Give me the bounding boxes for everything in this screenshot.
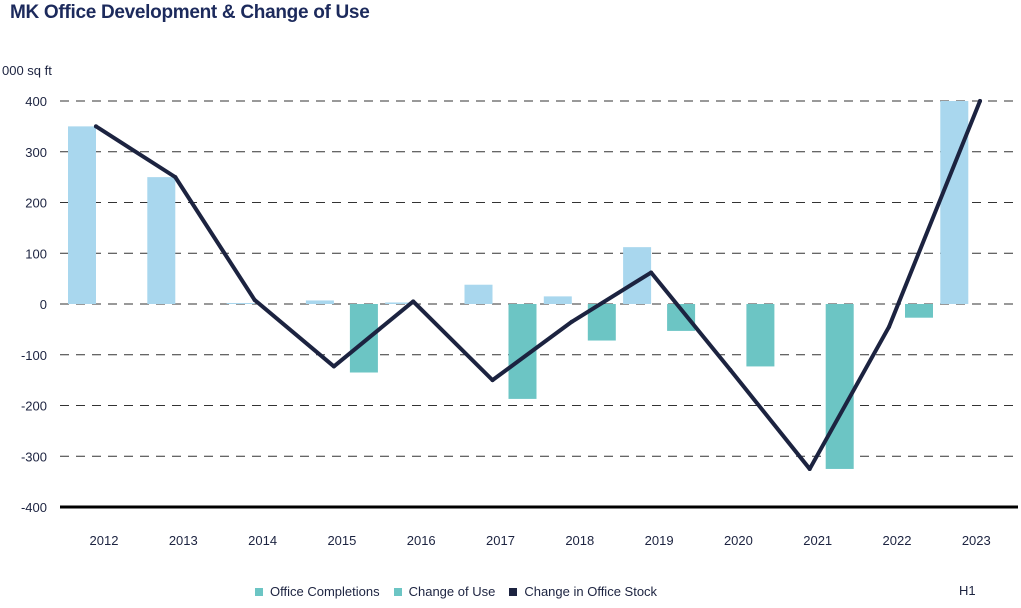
x-tick-label-2014: 2014 xyxy=(248,533,277,548)
x-tick-label-2023: 2023 xyxy=(962,533,991,548)
axes: 400 300 200 100 0 -100 -200 -300 -400 2012 2013 201… xyxy=(21,94,1018,548)
bar-change-of-use-2021 xyxy=(825,304,854,469)
legend-swatch-office-completions xyxy=(255,587,263,596)
point-change-in-office-stock-2021 xyxy=(807,466,812,471)
legend-swatch-change-in-office-stock xyxy=(509,587,518,596)
bar-office-completions-2014 xyxy=(226,302,255,304)
x-tick-label-2015: 2015 xyxy=(327,533,356,548)
legend-label-office-completions: Office Completions xyxy=(270,584,380,599)
bar-office-completions-2016 xyxy=(385,302,414,304)
h1-note: H1 xyxy=(959,583,976,598)
x-tick-label-2020: 2020 xyxy=(724,533,753,548)
point-change-in-office-stock-2017 xyxy=(490,378,495,383)
bar-office-completions-2013 xyxy=(147,177,176,304)
x-tick-label-2013: 2013 xyxy=(169,533,198,548)
point-change-in-office-stock-2013 xyxy=(173,175,178,180)
y-tick-label: -100 xyxy=(21,348,47,363)
legend-swatch-change-of-use xyxy=(393,587,402,596)
bar-change-of-use-2020 xyxy=(746,304,775,367)
legend-item-office-completions: Office Completions xyxy=(255,584,380,599)
x-tick-label-2016: 2016 xyxy=(407,533,436,548)
point-change-in-office-stock-2014 xyxy=(252,297,257,302)
point-change-in-office-stock-2015 xyxy=(331,364,336,369)
y-tick-label: 200 xyxy=(25,196,47,211)
bar-office-completions-2017 xyxy=(464,284,493,304)
bars xyxy=(68,101,969,469)
point-change-in-office-stock-2023 xyxy=(978,99,982,103)
x-tick-label-2022: 2022 xyxy=(883,533,912,548)
x-tick-label-2017: 2017 xyxy=(486,533,515,548)
x-tick-label-2021: 2021 xyxy=(803,533,832,548)
point-change-in-office-stock-2022 xyxy=(887,324,891,329)
x-tick-label-2019: 2019 xyxy=(645,533,674,548)
y-tick-label: 400 xyxy=(25,94,47,109)
point-change-in-office-stock-2018 xyxy=(569,319,574,324)
bar-office-completions-2018 xyxy=(543,296,572,304)
y-tick-label: -200 xyxy=(21,399,47,414)
chart-plot: 400 300 200 100 0 -100 -200 -300 -400 2012 2013 201… xyxy=(21,94,1018,548)
y-tick-label: -300 xyxy=(21,449,47,464)
y-tick-label: 100 xyxy=(25,246,47,261)
x-tick-label-2012: 2012 xyxy=(90,533,119,548)
legend-item-change-in-office-stock: Change in Office Stock xyxy=(509,584,657,599)
bar-office-completions-2023 xyxy=(940,101,969,304)
bar-change-of-use-2022 xyxy=(905,304,933,318)
legend: Office Completions Change of Use Change … xyxy=(255,584,671,599)
x-tick-label-2018: 2018 xyxy=(565,533,594,548)
stock-line-layer xyxy=(94,99,982,471)
bar-office-completions-2015 xyxy=(305,300,334,304)
legend-item-change-of-use: Change of Use xyxy=(393,584,496,599)
point-change-in-office-stock-2016 xyxy=(411,299,416,304)
gridlines xyxy=(60,100,1018,457)
bar-change-of-use-2015 xyxy=(349,304,378,373)
point-change-in-office-stock-2020 xyxy=(728,367,733,372)
chart-title: MK Office Development & Change of Use xyxy=(10,2,370,23)
point-change-in-office-stock-2019 xyxy=(649,270,654,275)
bar-office-completions-2012 xyxy=(68,126,96,304)
legend-label-change-of-use: Change of Use xyxy=(408,584,496,599)
y-axis-unit-label: 000 sq ft xyxy=(2,63,52,78)
point-change-in-office-stock-2012 xyxy=(94,124,98,129)
y-tick-label: 300 xyxy=(25,145,47,160)
y-tick-label: 0 xyxy=(40,297,47,312)
y-tick-label: -400 xyxy=(21,500,47,515)
legend-label-change-in-office-stock: Change in Office Stock xyxy=(524,584,658,599)
line-change-in-office-stock xyxy=(94,99,982,471)
